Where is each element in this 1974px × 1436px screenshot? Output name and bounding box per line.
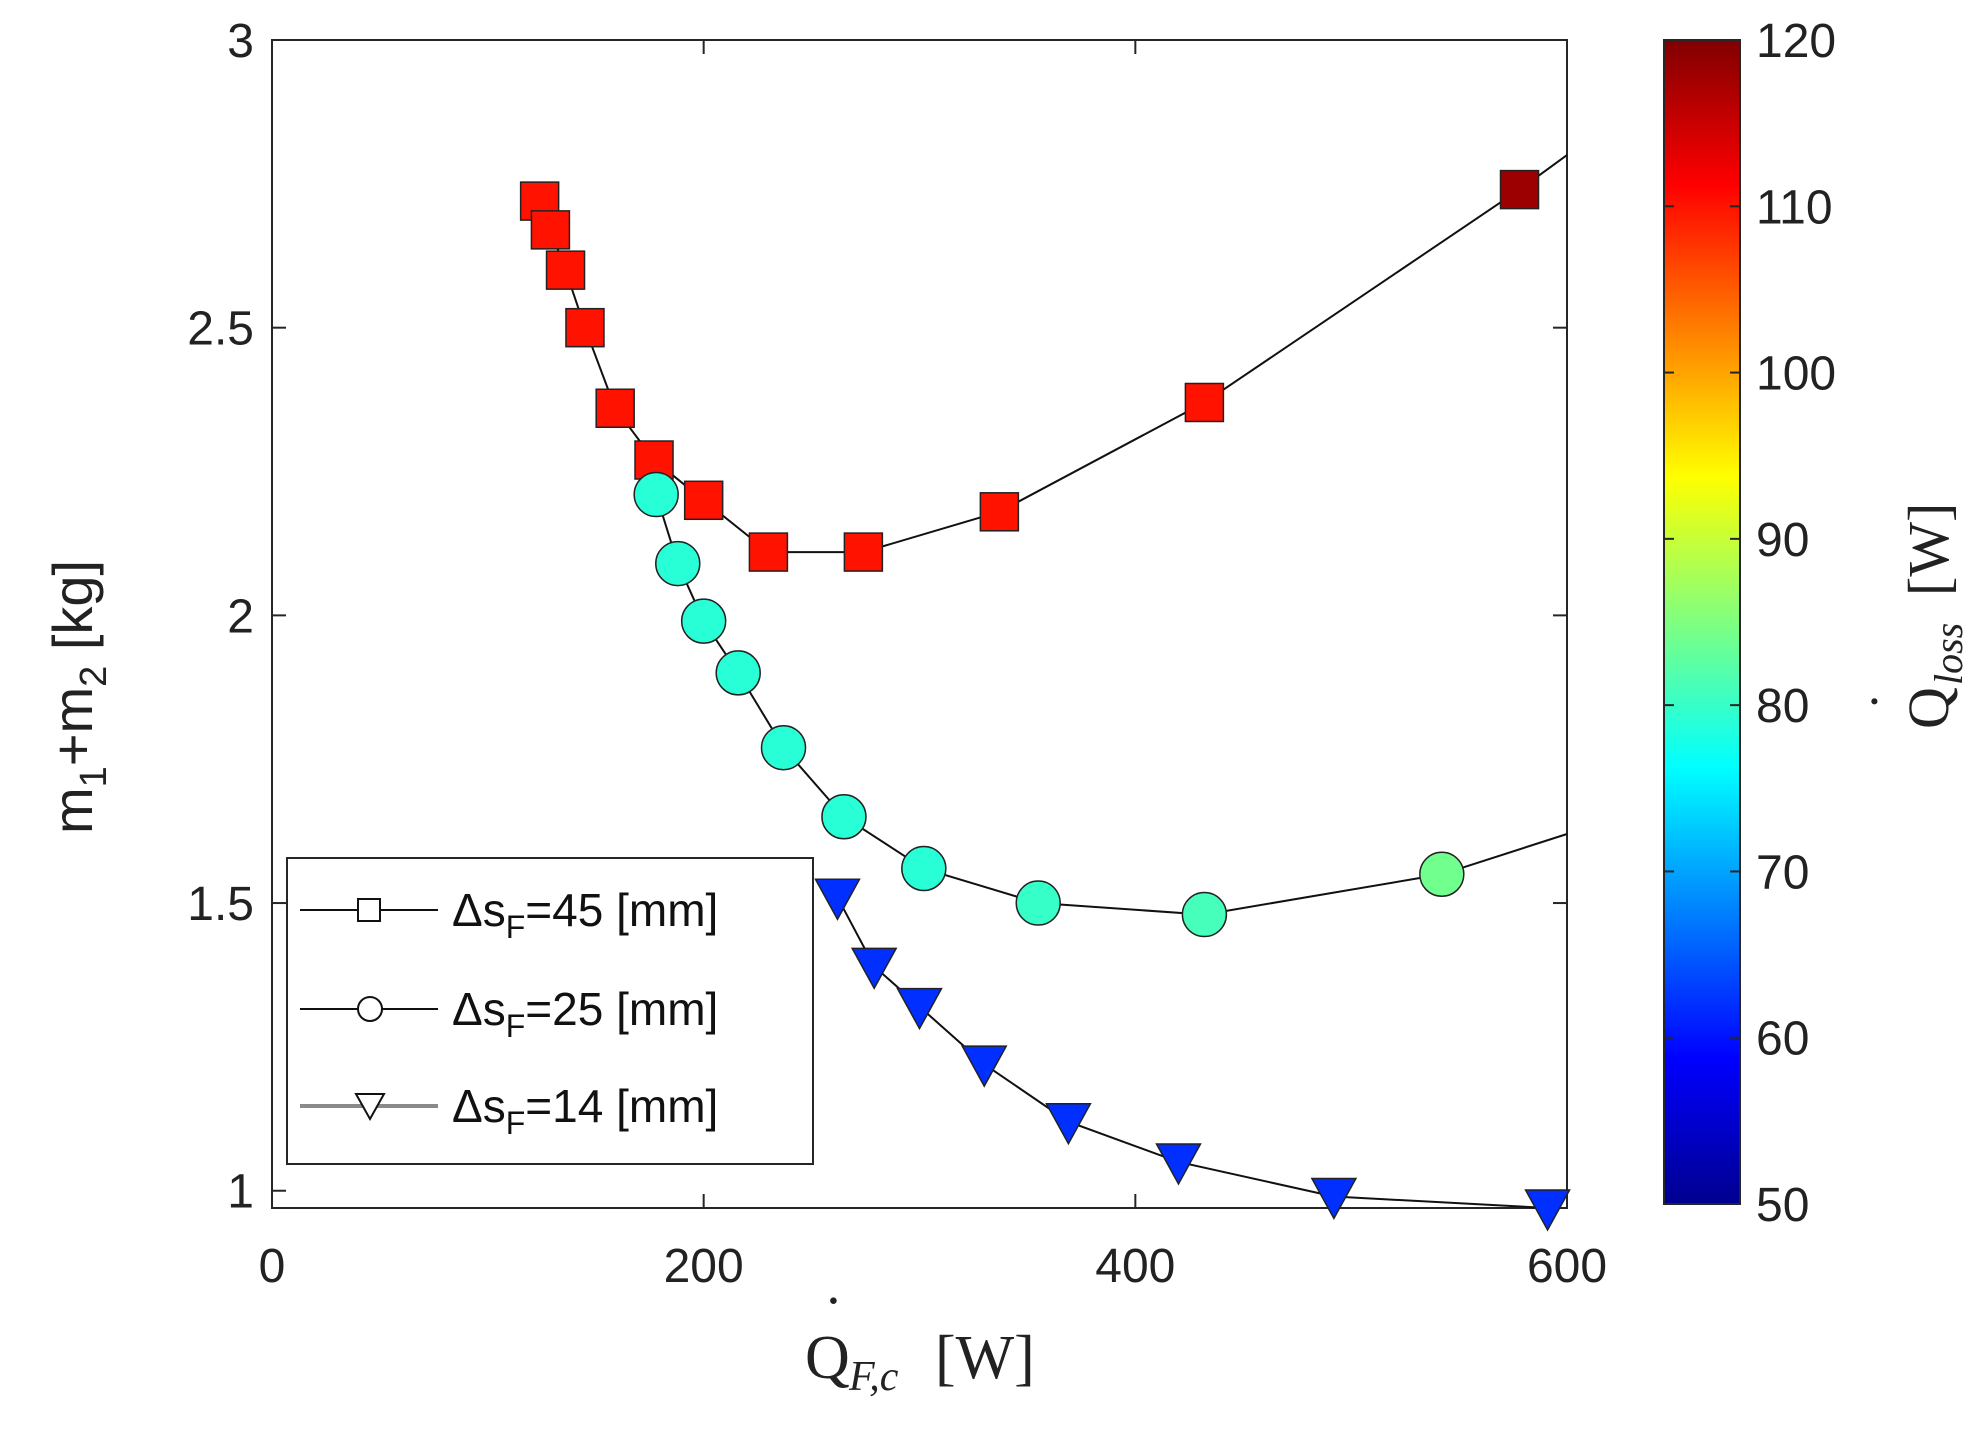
- data-point-square: [545, 250, 586, 290]
- data-point-circle: [1419, 851, 1465, 898]
- y-tick-label: 3: [227, 15, 254, 68]
- y-tick-label: 1: [227, 1166, 254, 1219]
- x-tick-label: 600: [1527, 1240, 1607, 1293]
- data-point-square: [530, 210, 571, 250]
- x-axis-title: Q ˙ F,c [W]: [805, 1285, 1035, 1400]
- y-title: m1+m2 [kg]: [41, 560, 115, 834]
- colorbar-ticks: 50 60 70 80 90 100 110 120: [1664, 15, 1836, 1232]
- colorbar-title-sub: loss: [1926, 623, 1971, 685]
- colorbar-tick-label: 80: [1756, 680, 1809, 733]
- colorbar: 50 60 70 80 90 100 110 120 Q ˙ loss [W]: [1663, 15, 1971, 1232]
- data-point-circle: [901, 845, 947, 892]
- data-point-triangle: [1524, 1189, 1571, 1232]
- legend-entry-14: ΔsF=14 [mm]: [300, 1080, 718, 1141]
- colorbar-tick-label: 100: [1756, 348, 1836, 401]
- colorbar-gradient: [1663, 39, 1741, 1205]
- data-point-triangle: [896, 987, 943, 1031]
- legend-marker-circle: [357, 996, 383, 1022]
- data-point-triangle: [850, 947, 898, 990]
- y-tick-label: 1.5: [187, 878, 254, 931]
- colorbar-title-main: Q: [1896, 687, 1961, 729]
- colorbar-tick-label: 110: [1756, 181, 1833, 234]
- x-tick-label: 400: [1095, 1240, 1175, 1293]
- y-tick-label: 2.5: [187, 303, 254, 356]
- legend-label-45: ΔsF=45 [mm]: [452, 884, 718, 945]
- data-point-triangle: [814, 878, 861, 921]
- legend-marker-square: [357, 898, 381, 922]
- x-title-sub: F,c: [848, 1354, 899, 1400]
- y-title-t3: [kg]: [41, 560, 104, 666]
- data-point-circle: [821, 793, 867, 840]
- y-title-t2: +m: [41, 687, 104, 766]
- y-axis: 1 1.5 2 2.5 3: [187, 15, 1567, 1219]
- data-point-triangle: [1310, 1177, 1358, 1221]
- colorbar-tick-label: 120: [1756, 15, 1836, 68]
- legend-entry-45: ΔsF=45 [mm]: [300, 884, 718, 945]
- y-tick-label: 2: [227, 590, 254, 643]
- y-title-t1: m: [41, 787, 104, 834]
- colorbar-title-dot: ˙: [1858, 692, 1923, 711]
- data-point-circle: [1015, 880, 1061, 926]
- legend-entry-25: ΔsF=25 [mm]: [300, 983, 718, 1044]
- data-point-square: [595, 388, 635, 428]
- colorbar-tick-label: 50: [1756, 1179, 1809, 1232]
- data-point-square: [748, 532, 789, 572]
- x-tick-label: 200: [664, 1240, 744, 1293]
- x-title-unit: [W]: [935, 1324, 1035, 1392]
- data-point-square: [979, 492, 1020, 532]
- legend-marker-triangle: [354, 1093, 386, 1122]
- x-tick-label: 0: [259, 1240, 286, 1293]
- data-point-triangle: [1045, 1102, 1092, 1146]
- data-point-circle: [680, 598, 727, 644]
- data-point-circle: [633, 471, 679, 518]
- colorbar-title: Q ˙ loss [W]: [1858, 503, 1971, 729]
- colorbar-tick-label: 70: [1756, 846, 1809, 899]
- y-title-s2: 2: [73, 666, 115, 687]
- data-point-square: [683, 480, 724, 521]
- data-point-triangle: [960, 1045, 1008, 1088]
- series-markers: [519, 169, 1571, 1232]
- x-title-dot: ˙: [823, 1285, 844, 1353]
- legend-label-14: ΔsF=14 [mm]: [452, 1080, 718, 1141]
- legend-label-25: ΔsF=25 [mm]: [452, 983, 718, 1044]
- data-point-circle: [760, 724, 807, 771]
- data-point-circle: [655, 540, 701, 587]
- data-point-triangle: [1155, 1143, 1202, 1186]
- data-point-square: [1499, 169, 1540, 210]
- data-point-square: [843, 532, 884, 572]
- y-title-s1: 1: [73, 766, 115, 787]
- colorbar-tick-label: 60: [1756, 1013, 1809, 1066]
- data-point-circle: [1181, 891, 1228, 938]
- data-point-circle: [715, 650, 761, 696]
- colorbar-tick-label: 90: [1756, 514, 1809, 567]
- legend: ΔsF=45 [mm] ΔsF=25 [mm] ΔsF=14 [mm]: [286, 857, 814, 1165]
- data-point-square: [1184, 382, 1225, 423]
- colorbar-title-unit: [W]: [1896, 503, 1961, 596]
- data-point-square: [565, 307, 605, 348]
- x-title-main: Q: [805, 1324, 850, 1392]
- x-axis: 0 200 400 600: [259, 40, 1607, 1293]
- data-point-square: [634, 440, 674, 480]
- y-axis-title: m1+m2 [kg]: [41, 560, 115, 834]
